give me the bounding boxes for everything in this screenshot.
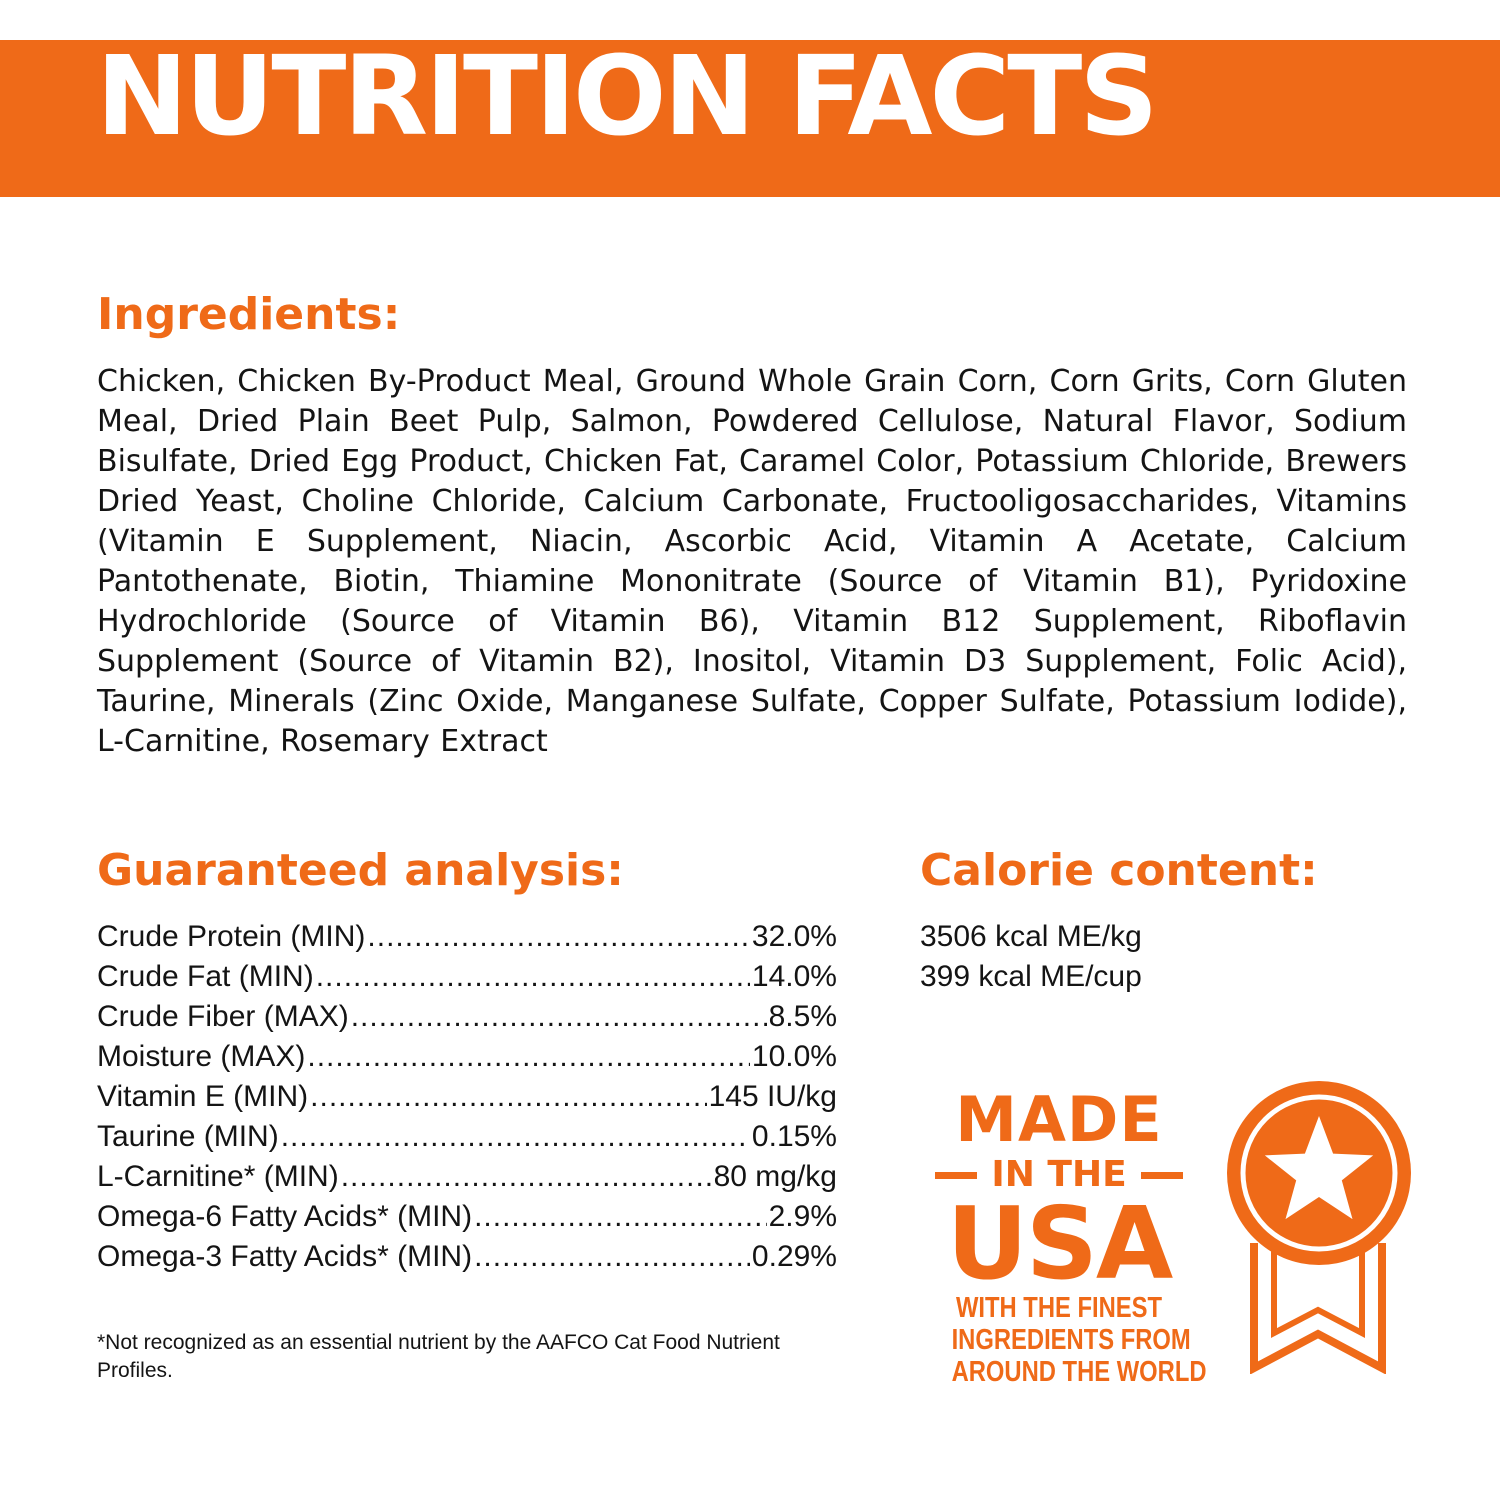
nutrient-name: Crude Protein (MIN) bbox=[97, 920, 366, 953]
star-medal-icon bbox=[1227, 1081, 1411, 1374]
calorie-line: 3506 kcal ME/kg bbox=[920, 920, 1142, 953]
nutrient-value: 32.0% bbox=[751, 920, 837, 953]
nutrient-name: Omega-3 Fatty Acids* (MIN) bbox=[97, 1240, 473, 1273]
guaranteed-analysis-heading: Guaranteed analysis: bbox=[97, 845, 624, 896]
nutrient-name: Vitamin E (MIN) bbox=[97, 1080, 309, 1113]
nutrient-name: L-Carnitine* (MIN) bbox=[97, 1160, 339, 1193]
dot-leader bbox=[367, 917, 750, 957]
ingredients-text: Chicken, Chicken By-Product Meal, Ground… bbox=[97, 364, 1407, 759]
nutrient-name: Crude Fat (MIN) bbox=[97, 960, 314, 993]
analysis-row: Crude Protein (MIN) 32.0% bbox=[97, 917, 837, 957]
nutrient-value: 0.15% bbox=[751, 1120, 837, 1153]
nutrient-value: 10.0% bbox=[751, 1040, 837, 1073]
badge-rule-right bbox=[1140, 1171, 1183, 1179]
dot-leader bbox=[341, 1157, 712, 1197]
made-in-usa-badge: MADE IN THE USA WITH THE FINEST INGREDIE… bbox=[928, 1083, 1207, 1388]
analysis-row: Omega-6 Fatty Acids* (MIN) 2.9% bbox=[97, 1197, 837, 1237]
badge-rule-left bbox=[935, 1171, 978, 1179]
badge-in-the-text: IN THE bbox=[991, 1154, 1127, 1195]
nutrient-name: Moisture (MAX) bbox=[97, 1040, 306, 1073]
guaranteed-analysis-list: Crude Protein (MIN) 32.0% Crude Fat (MIN… bbox=[97, 917, 837, 1277]
nutrient-name: Omega-6 Fatty Acids* (MIN) bbox=[97, 1200, 473, 1233]
nutrient-value: 145 IU/kg bbox=[708, 1080, 837, 1113]
calorie-content-heading: Calorie content: bbox=[920, 845, 1318, 896]
ingredients-heading: Ingredients: bbox=[97, 289, 401, 340]
header-banner: NUTRITION FACTS bbox=[0, 40, 1500, 197]
analysis-row: Vitamin E (MIN) 145 IU/kg bbox=[97, 1077, 837, 1117]
analysis-row: L-Carnitine* (MIN) 80 mg/kg bbox=[97, 1157, 837, 1197]
analysis-row: Crude Fat (MIN) 14.0% bbox=[97, 957, 837, 997]
analysis-row: Crude Fiber (MAX) 8.5% bbox=[97, 997, 837, 1037]
nutrient-value: 14.0% bbox=[751, 960, 837, 993]
dot-leader bbox=[307, 1037, 750, 1077]
badge-tagline-line: INGREDIENTS FROM bbox=[951, 1324, 1191, 1356]
nutrient-value: 80 mg/kg bbox=[713, 1160, 837, 1193]
nutrient-name: Crude Fiber (MAX) bbox=[97, 1000, 349, 1033]
footnote: *Not recognized as an essential nutrient… bbox=[97, 1331, 780, 1382]
dot-leader bbox=[474, 1197, 767, 1237]
analysis-row: Omega-3 Fatty Acids* (MIN) 0.29% bbox=[97, 1237, 837, 1277]
badge-tagline-line: AROUND THE WORLD bbox=[951, 1356, 1207, 1388]
dot-leader bbox=[474, 1237, 750, 1277]
nutrient-value: 0.29% bbox=[751, 1240, 837, 1273]
badge-tagline-line: WITH THE FINEST bbox=[955, 1292, 1163, 1324]
dot-leader bbox=[316, 957, 750, 997]
badge-made-text: MADE bbox=[955, 1083, 1163, 1156]
analysis-row: Moisture (MAX) 10.0% bbox=[97, 1037, 837, 1077]
page-title: NUTRITION FACTS bbox=[96, 40, 1159, 160]
nutrient-name: Taurine (MIN) bbox=[97, 1120, 279, 1153]
analysis-row: Taurine (MIN) 0.15% bbox=[97, 1117, 837, 1157]
calorie-line: 399 kcal ME/cup bbox=[920, 960, 1142, 993]
nutrient-value: 2.9% bbox=[768, 1200, 837, 1233]
calorie-content-list: 3506 kcal ME/kg 399 kcal ME/cup bbox=[920, 917, 1142, 997]
dot-leader bbox=[310, 1077, 706, 1117]
dot-leader bbox=[281, 1117, 750, 1157]
dot-leader bbox=[351, 997, 767, 1037]
badge-usa-text: USA bbox=[946, 1185, 1174, 1302]
badge-in-the-row: IN THE bbox=[928, 1154, 1190, 1196]
nutrient-value: 8.5% bbox=[768, 1000, 837, 1033]
